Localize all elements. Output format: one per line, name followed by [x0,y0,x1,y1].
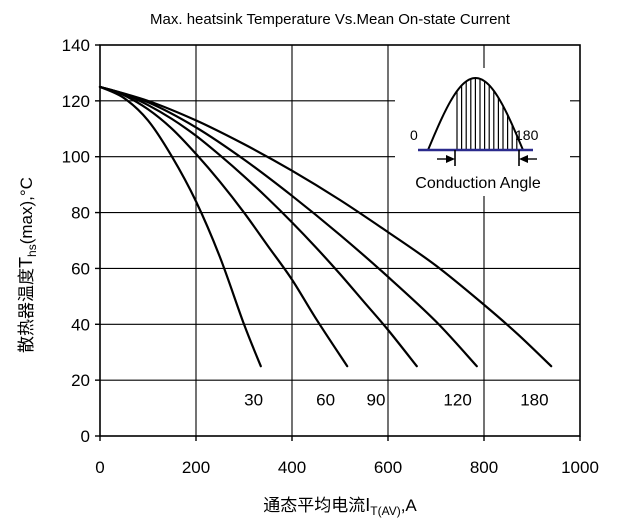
inset-half-sine-curve [427,76,524,151]
inset-hatch-lines [456,78,518,150]
series-line-60 [98,85,349,368]
inset-arrow-right-head [519,155,528,163]
chart-title: Max. heatsink Temperature Vs.Mean On-sta… [150,11,511,28]
plot-frame [99,44,581,437]
series-line-90 [98,85,418,368]
series-label-60: 60 [316,391,335,410]
x-tick-label: 200 [182,458,210,477]
inset-caption: Conduction Angle [415,175,541,192]
x-tick-label: 600 [374,458,402,477]
grid-lines [100,45,580,436]
series-line-30 [98,85,262,368]
x-tick-label: 0 [95,458,104,477]
y-tick-label: 100 [62,148,90,167]
series-line-120 [98,85,478,368]
x-tick-label: 800 [470,458,498,477]
series-label-180: 180 [520,391,548,410]
y-tick-label: 120 [62,92,90,111]
x-axis-label: 通态平均电流IT(AV),A [263,495,417,518]
y-tick-label: 60 [71,259,90,278]
x-tick-label: 400 [278,458,306,477]
series-label-30: 30 [244,391,263,410]
y-tick-label: 20 [71,371,90,390]
y-tick-label: 140 [62,36,90,55]
inset-background [395,68,570,196]
y-tick-label: 80 [71,204,90,223]
y-tick-label: 0 [81,427,90,446]
y-axis-label: 散热器温度Ths(max),°C [16,177,39,353]
series-labels: 30 60 90 120 180 [244,391,548,410]
x-tick-label: 1000 [561,458,599,477]
series-line-180 [98,85,553,368]
y-tick-label: 40 [71,315,90,334]
x-axis-ticks: 0 200 400 600 800 1000 [95,436,599,477]
series-label-90: 90 [367,391,386,410]
inset-start-label: 0 [410,127,418,143]
series-curves [98,85,553,368]
inset-arrow-left-head [446,155,455,163]
inset-end-label: 180 [515,127,539,143]
series-label-120: 120 [443,391,471,410]
conduction-angle-inset: 0 180 Conduction Angle [395,68,570,196]
y-axis-ticks: 0 20 40 60 80 100 120 140 [62,36,100,446]
